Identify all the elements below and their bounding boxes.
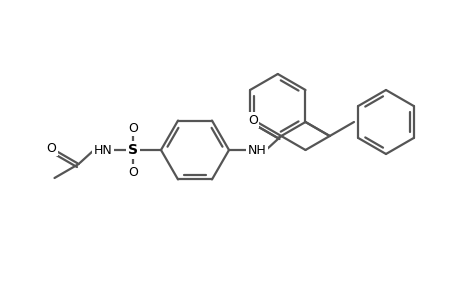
Text: O: O bbox=[128, 122, 138, 134]
Text: S: S bbox=[128, 143, 138, 157]
Text: O: O bbox=[46, 142, 56, 154]
Text: HN: HN bbox=[94, 143, 112, 157]
Text: O: O bbox=[128, 166, 138, 178]
Text: NH: NH bbox=[247, 143, 266, 157]
Text: O: O bbox=[247, 113, 257, 127]
